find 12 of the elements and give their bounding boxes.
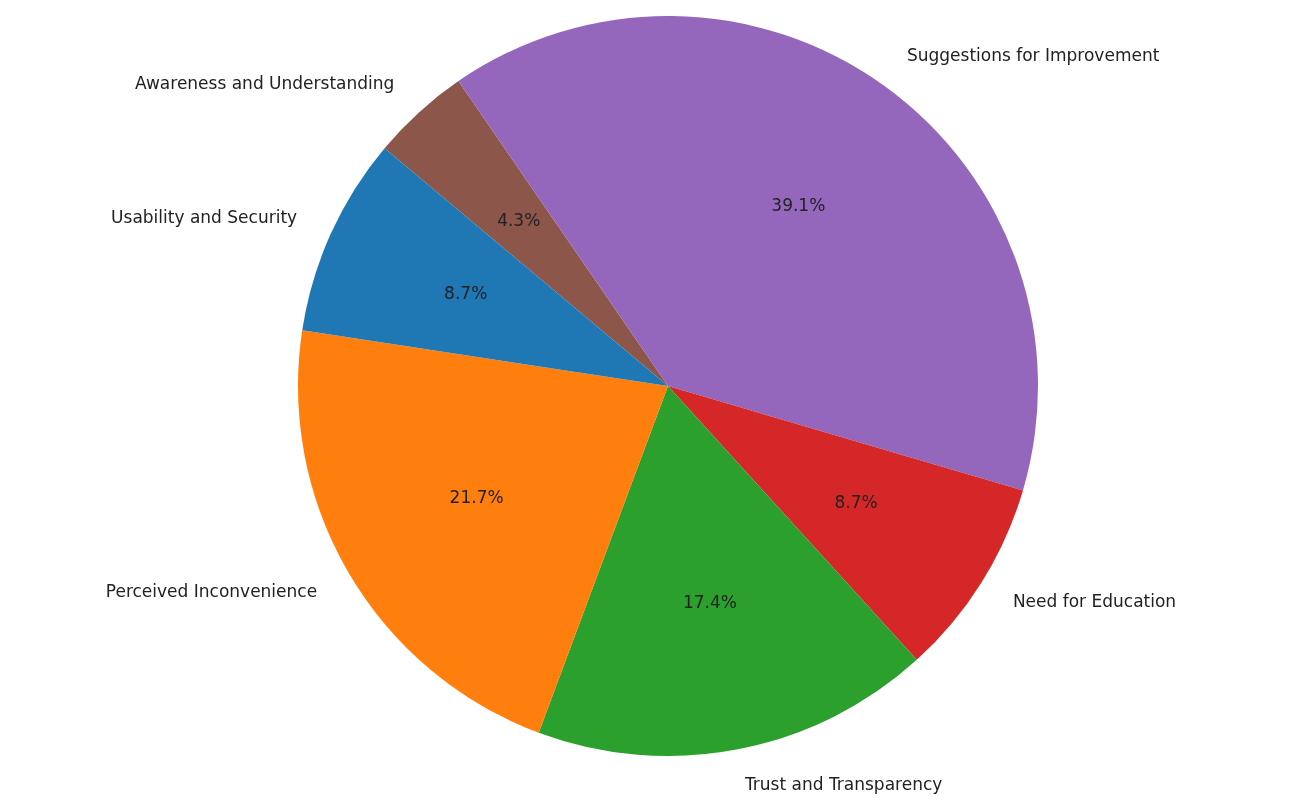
slice-label: Usability and Security (111, 206, 298, 227)
slice-label: Awareness and Understanding (135, 73, 395, 94)
data-label: 8.7% (834, 492, 878, 513)
slice-label: Need for Education (1012, 590, 1177, 611)
data-label: 17.4% (682, 592, 737, 613)
slice-label: Trust and Transparency (743, 774, 943, 795)
data-label: 8.7% (444, 282, 488, 303)
data-label: 4.3% (497, 210, 541, 231)
data-label: 21.7% (449, 486, 504, 507)
data-label: 39.1% (771, 194, 826, 215)
slice-label: Perceived Inconvenience (105, 580, 318, 601)
slice-label: Suggestions for Improvement (906, 44, 1160, 65)
